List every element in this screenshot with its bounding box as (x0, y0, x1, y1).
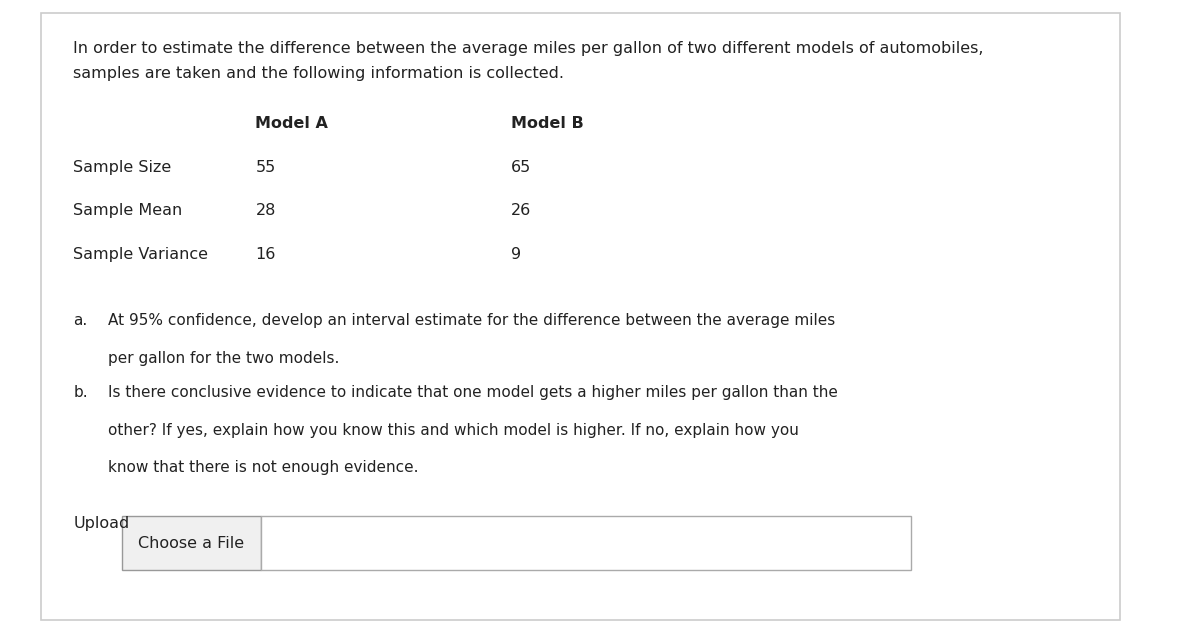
Text: At 95% confidence, develop an interval estimate for the difference between the a: At 95% confidence, develop an interval e… (108, 313, 835, 328)
Text: per gallon for the two models.: per gallon for the two models. (108, 351, 340, 366)
Text: Sample Variance: Sample Variance (73, 247, 208, 262)
Text: In order to estimate the difference between the average miles per gallon of two : In order to estimate the difference betw… (73, 41, 984, 56)
Text: 28: 28 (256, 203, 276, 218)
Text: know that there is not enough evidence.: know that there is not enough evidence. (108, 460, 419, 475)
FancyBboxPatch shape (122, 516, 262, 570)
Text: 65: 65 (511, 160, 532, 175)
Text: 26: 26 (511, 203, 532, 218)
Text: a.: a. (73, 313, 88, 328)
Text: Upload: Upload (73, 516, 130, 531)
FancyBboxPatch shape (41, 13, 1121, 620)
Text: Sample Size: Sample Size (73, 160, 172, 175)
FancyBboxPatch shape (262, 516, 911, 570)
Text: 9: 9 (511, 247, 521, 262)
Text: Model B: Model B (511, 116, 583, 131)
Text: Sample Mean: Sample Mean (73, 203, 182, 218)
Text: b.: b. (73, 385, 88, 400)
Text: other? If yes, explain how you know this and which model is higher. If no, expla: other? If yes, explain how you know this… (108, 423, 799, 438)
Text: samples are taken and the following information is collected.: samples are taken and the following info… (73, 66, 564, 81)
Text: 55: 55 (256, 160, 276, 175)
Text: Is there conclusive evidence to indicate that one model gets a higher miles per : Is there conclusive evidence to indicate… (108, 385, 838, 400)
Text: Model A: Model A (256, 116, 329, 131)
Text: 16: 16 (256, 247, 276, 262)
Text: Choose a File: Choose a File (138, 536, 245, 550)
